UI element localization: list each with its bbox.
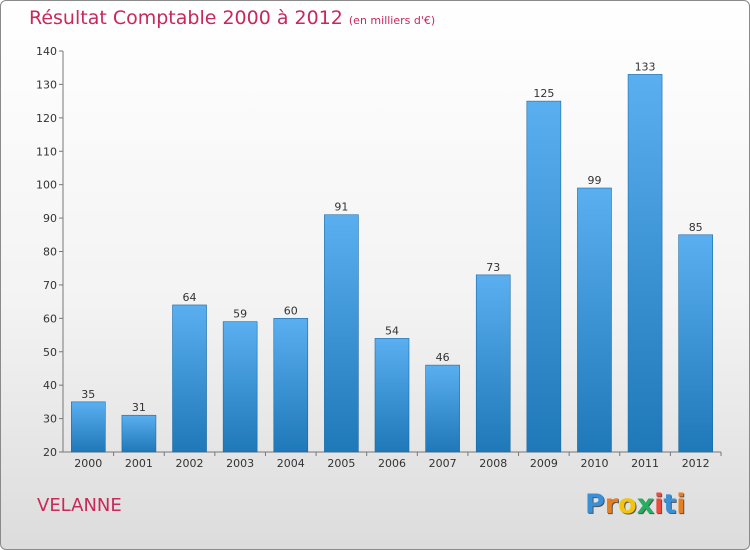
commune-name: VELANNE: [37, 495, 122, 516]
x-tick-label: 2012: [682, 457, 710, 470]
bar: [222, 321, 258, 453]
logo-letter: x: [636, 489, 655, 520]
bar-value-label: 46: [436, 351, 450, 364]
bar-value-label: 31: [132, 401, 146, 414]
title-block: Résultat Comptable 2000 à 2012 (en millie…: [29, 7, 435, 29]
x-tick-label: 2007: [429, 457, 457, 470]
y-tick-label: 120: [36, 112, 57, 125]
x-tick-label: 2008: [479, 457, 507, 470]
chart-title: Résultat Comptable 2000 à 2012: [29, 7, 343, 29]
y-tick-label: 80: [43, 246, 57, 259]
y-tick-label: 90: [43, 212, 57, 225]
bar: [627, 74, 663, 453]
bar-value-label: 133: [635, 60, 656, 73]
bar: [172, 304, 207, 453]
chart-subtitle: (en milliers d'€): [348, 14, 436, 27]
bar-value-label: 85: [689, 221, 703, 234]
y-tick-label: 70: [43, 279, 57, 292]
proxiti-logo: Proxiti: [585, 489, 686, 520]
x-tick-label: 2010: [580, 457, 608, 470]
x-tick-label: 2001: [125, 457, 153, 470]
y-tick-label: 110: [36, 145, 57, 158]
bar: [374, 338, 410, 453]
logo-letter: r: [604, 489, 619, 520]
bar: [425, 364, 460, 453]
bar: [678, 234, 713, 453]
bar-value-label: 125: [533, 87, 554, 100]
y-tick-label: 140: [36, 45, 57, 58]
bar-value-label: 73: [486, 261, 500, 274]
y-tick-label: 30: [43, 413, 57, 426]
bar: [475, 274, 511, 453]
x-tick-label: 2000: [74, 457, 102, 470]
y-tick-label: 130: [36, 78, 57, 91]
y-tick-label: 40: [43, 379, 57, 392]
x-tick-label: 2002: [176, 457, 204, 470]
x-tick-label: 2004: [277, 457, 305, 470]
bars: 35 31 64 59 60 91 54 46 73 125 99 133 85: [71, 60, 713, 453]
logo-letter: t: [663, 489, 677, 520]
x-tick-label: 2006: [378, 457, 406, 470]
bar: [71, 401, 106, 453]
logo-letter: i: [676, 489, 686, 520]
y-tick-label: 100: [36, 179, 57, 192]
bar-value-label: 64: [183, 291, 197, 304]
x-tick-label: 2003: [226, 457, 254, 470]
logo-letter: P: [585, 489, 605, 520]
x-tick-label: 2011: [631, 457, 659, 470]
y-tick-label: 50: [43, 346, 57, 359]
bar: [121, 414, 157, 453]
x-tick-label: 2005: [327, 457, 355, 470]
bar: [577, 187, 612, 453]
y-tick-label: 20: [43, 446, 57, 459]
bar-value-label: 59: [233, 308, 247, 321]
bar: [526, 100, 562, 453]
logo-letter: o: [618, 489, 637, 520]
x-tick-label: 2009: [530, 457, 558, 470]
bar-value-label: 91: [334, 201, 348, 214]
bar: [273, 318, 309, 453]
y-tick-label: 60: [43, 312, 57, 325]
logo-letter: i: [654, 489, 664, 520]
bar-value-label: 35: [81, 388, 95, 401]
bar-value-label: 99: [587, 174, 601, 187]
bar-value-label: 60: [284, 304, 298, 317]
bar-value-label: 54: [385, 324, 399, 337]
bar: [324, 214, 359, 453]
